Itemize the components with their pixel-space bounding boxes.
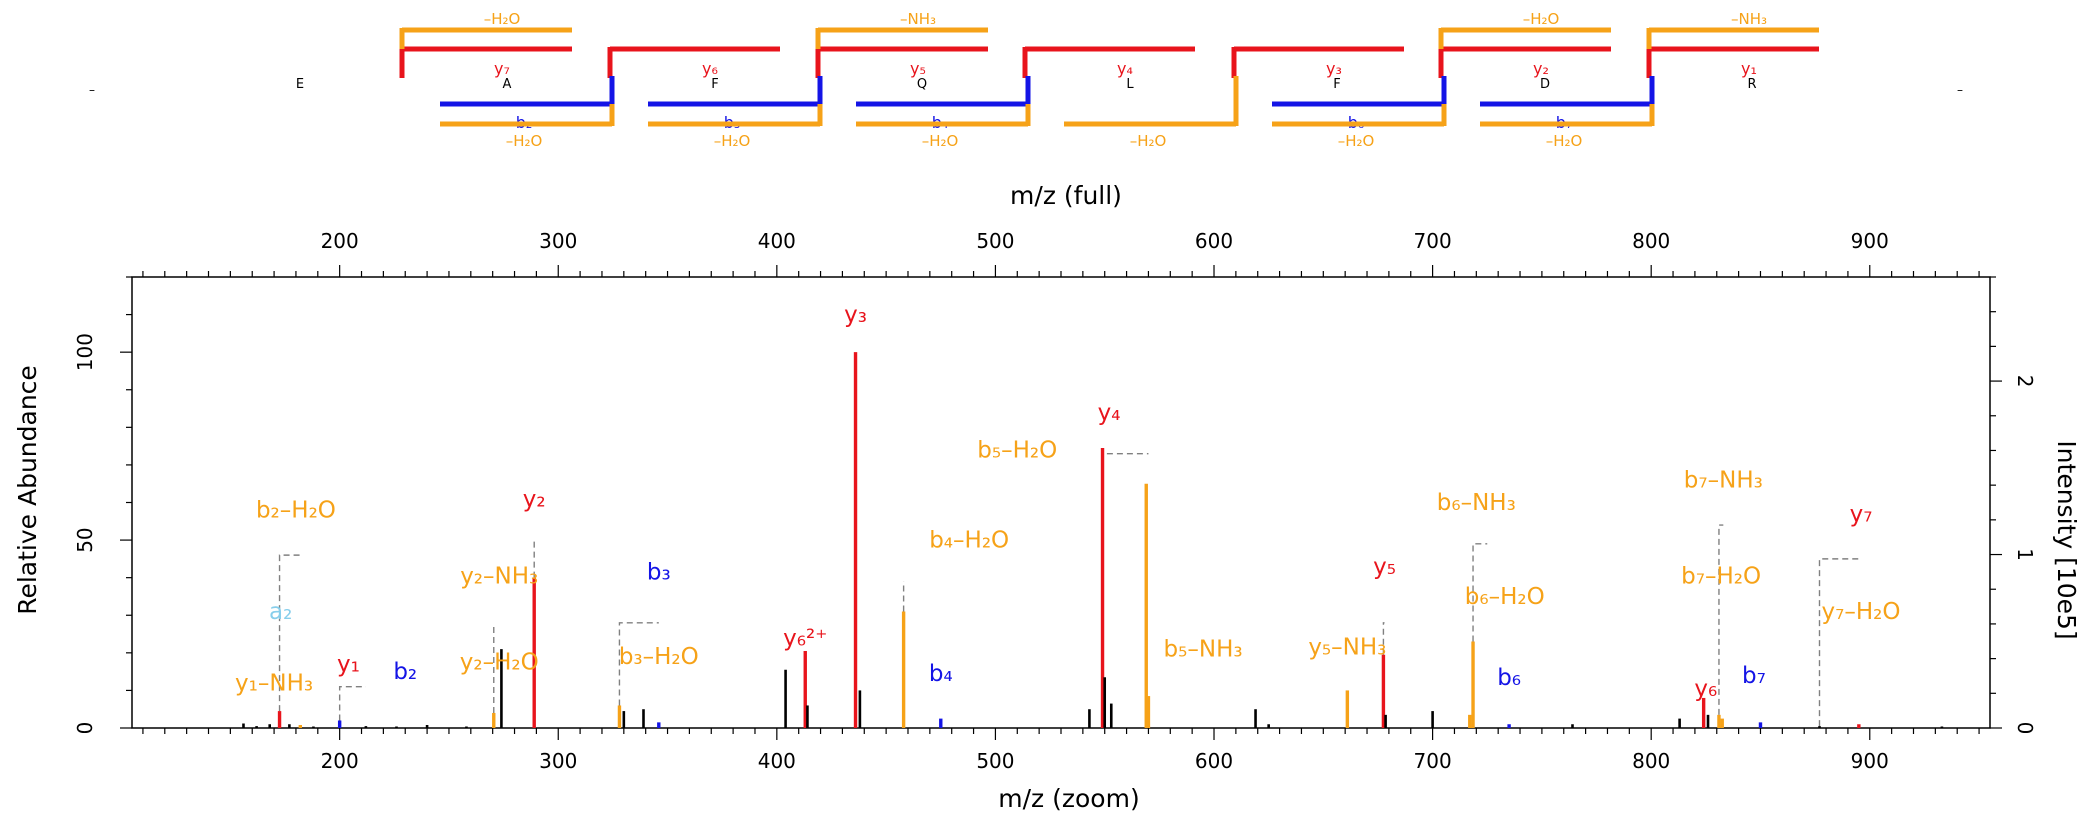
peak-annotations: y₁–NH₃ a₂ b₂–H₂O y₁ b₂ y₂–H₂O y₂–NH₃ y₂ b₃–H₂O b₃… (235, 302, 1900, 702)
peak-label-a-ion: a₂ (269, 599, 292, 625)
plot-axes: 2002003003004004005005006006007007008008… (73, 229, 2037, 773)
annotation-connector (338, 685, 366, 721)
bottom-tick-label: 700 (1414, 749, 1452, 773)
ladder-edge-mark: – (89, 83, 95, 97)
right-tick-label: 2 (2013, 375, 2037, 388)
peak-label-loss: b₇–NH₃ (1684, 467, 1763, 493)
right-tick-label: 0 (2013, 722, 2037, 735)
ladder-y-label: y₅ (910, 59, 926, 78)
peak-label-y-ion: y₁ (337, 652, 360, 678)
ladder-y-label: y₃ (1326, 59, 1342, 78)
peak-label-loss: b₆–NH₃ (1437, 490, 1516, 516)
bottom-tick-label: 400 (758, 749, 796, 773)
ladder-y-loss-label: –NH₃ (1731, 10, 1767, 28)
residue-letter: F (1333, 77, 1340, 92)
peak-label-loss: b₄–H₂O (929, 528, 1009, 554)
peak-label-b-ion: b₄ (929, 661, 953, 687)
residue-letter: Q (917, 77, 927, 92)
bottom-tick-label: 800 (1632, 749, 1670, 773)
ladder-y-loss-label: –H₂O (1523, 10, 1560, 28)
top-tick-label: 800 (1632, 229, 1670, 253)
ladder-edge-mark: – (1957, 83, 1963, 97)
residue-letter: E (296, 77, 304, 92)
residue-letter: R (1747, 77, 1756, 92)
annotation-connector (1818, 558, 1859, 727)
left-tick-label: 50 (73, 527, 97, 552)
right-axis-title: Intensity [10e5] (2052, 440, 2081, 639)
top-axis-title: m/z (full) (1010, 181, 1122, 210)
ladder-y-loss-label: –H₂O (484, 10, 521, 28)
peak-label-loss: b₅–H₂O (977, 437, 1057, 463)
residue-letter: A (503, 77, 512, 92)
peak-label-loss: b₇–H₂O (1681, 563, 1761, 589)
bottom-tick-label: 300 (539, 749, 577, 773)
bottom-tick-label: 900 (1851, 749, 1889, 773)
residue-letter: L (1126, 77, 1134, 92)
peak-label-loss: y₁–NH₃ (235, 670, 313, 696)
peak-label-y-ion: y₂ (523, 486, 546, 512)
peak-label-b-ion: b₂ (393, 659, 417, 685)
top-tick-label: 300 (539, 229, 577, 253)
ladder-y-label: y₄ (1117, 59, 1133, 78)
left-tick-label: 100 (73, 333, 97, 371)
peak-label-loss: b₃–H₂O (619, 644, 699, 670)
left-tick-label: 0 (73, 722, 97, 735)
top-tick-label: 200 (321, 229, 359, 253)
peak-label-y-ion: y₃ (844, 302, 867, 328)
ladder-y-label: y₆ (702, 59, 718, 78)
peak-label-loss: b₂–H₂O (256, 498, 336, 524)
ladder-y-loss-label: –NH₃ (900, 10, 936, 28)
peak-label-y-ion: y₇ (1850, 501, 1873, 527)
fragment-ladder: E A F Q L F D R – – y₇ –H₂O y₆ y₅ –NH₃ y₄ y₃ y₂ –H₂O y₁ –NH₃… (89, 10, 1963, 150)
ladder-b-loss-label: –H₂O (714, 132, 751, 150)
annotation-connector (278, 554, 301, 712)
ladder-b-loss-label: –H₂O (1546, 132, 1583, 150)
top-tick-label: 500 (976, 229, 1014, 253)
peak-label-loss: y₂–NH₃ (460, 563, 538, 589)
ladder-b-loss-label: –H₂O (506, 132, 543, 150)
peak-label-y-ion: y₆²⁺ (783, 625, 827, 651)
ladder-b-loss-label: –H₂O (1338, 132, 1375, 150)
peak-label-y-ion: y₆ (1694, 676, 1717, 702)
residue-letter: F (711, 77, 718, 92)
bottom-tick-label: 200 (321, 749, 359, 773)
ladder-y-label: y₂ (1533, 59, 1549, 78)
peak-label-loss: y₅–NH₃ (1308, 635, 1386, 661)
peak-label-loss: y₇–H₂O (1822, 599, 1901, 625)
right-tick-label: 1 (2013, 548, 2037, 561)
bottom-axis-title: m/z (zoom) (998, 784, 1139, 813)
top-tick-label: 700 (1414, 229, 1452, 253)
top-tick-label: 900 (1851, 229, 1889, 253)
ladder-b-loss-label: –H₂O (1130, 132, 1167, 150)
annotation-connector (618, 622, 659, 706)
bottom-tick-label: 500 (976, 749, 1014, 773)
peak-label-b-ion: b₇ (1742, 663, 1766, 689)
annotation-connector (1101, 448, 1149, 455)
peak-label-y-ion: y₄ (1098, 400, 1121, 426)
ladder-b-loss-label: –H₂O (922, 132, 959, 150)
residue-letter: D (1540, 77, 1550, 92)
annotation-connector (1472, 543, 1488, 642)
ladder-y-label: y₁ (1741, 59, 1757, 78)
annotation-connector (1718, 524, 1724, 715)
peak-label-y-ion: y₅ (1373, 554, 1396, 580)
peak-label-loss: b₆–H₂O (1465, 584, 1545, 610)
top-tick-label: 600 (1195, 229, 1233, 253)
peak-label-loss: b₅–NH₃ (1164, 637, 1243, 663)
peak-bars (242, 352, 1944, 728)
bottom-tick-label: 600 (1195, 749, 1233, 773)
annotation-connector (1382, 622, 1385, 655)
peak-label-loss: y₂–H₂O (460, 650, 539, 676)
left-axis-title: Relative Abundance (13, 365, 42, 615)
peak-label-b-ion: b₃ (647, 560, 671, 586)
peak-label-b-ion: b₆ (1497, 665, 1521, 691)
ladder-y-label: y₇ (494, 59, 510, 78)
top-tick-label: 400 (758, 229, 796, 253)
